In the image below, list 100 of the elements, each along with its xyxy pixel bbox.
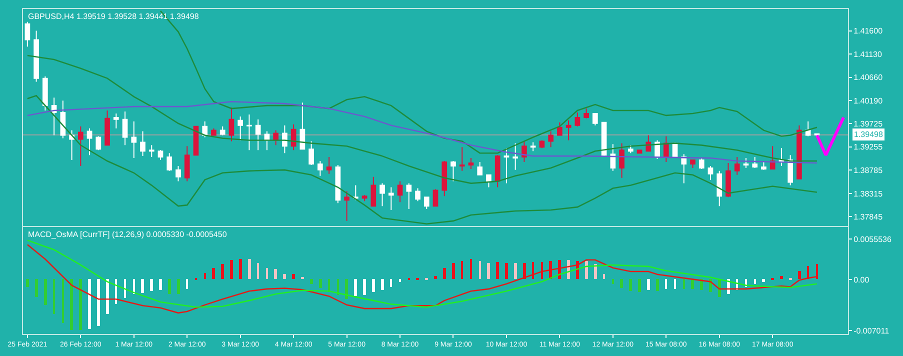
candlestick: [211, 128, 216, 136]
bar: [487, 263, 490, 280]
candlestick: [778, 148, 784, 166]
bar: [798, 271, 801, 280]
candlestick: [51, 97, 57, 136]
bar: [461, 261, 463, 280]
candlestick: [548, 130, 554, 148]
line-series: [26, 100, 818, 164]
bar: [656, 279, 659, 292]
bar: [381, 279, 384, 290]
candlestick: [450, 160, 456, 182]
bar: [186, 279, 188, 290]
bar: [274, 269, 277, 280]
bar: [665, 279, 667, 290]
candlestick: [726, 162, 731, 198]
y-tick-label: 0.00: [854, 275, 870, 284]
candlestick: [494, 154, 500, 188]
candlestick: [255, 118, 261, 151]
candlestick: [610, 144, 616, 172]
bar: [177, 279, 180, 294]
candlestick: [424, 196, 430, 210]
candlestick: [477, 162, 483, 176]
bar: [470, 259, 472, 280]
candlestick: [282, 124, 288, 154]
bar: [204, 273, 206, 280]
candlestick: [370, 176, 376, 207]
candlestick: [238, 116, 244, 141]
candlestick: [113, 112, 119, 129]
candlestick: [796, 124, 802, 180]
candlestick: [140, 130, 146, 157]
bar: [70, 279, 73, 330]
candlestick: [158, 150, 164, 161]
candlestick: [761, 162, 766, 170]
bar: [780, 276, 783, 280]
bar: [292, 274, 295, 280]
candlestick: [104, 110, 110, 146]
candlestick: [574, 112, 580, 127]
bar: [248, 259, 251, 280]
bar: [399, 279, 401, 282]
bar: [35, 279, 38, 298]
bar: [434, 276, 437, 280]
bar: [452, 263, 455, 280]
candlestick: [300, 102, 306, 150]
bar: [310, 279, 313, 284]
bar: [541, 262, 543, 280]
candlestick: [202, 120, 208, 138]
bar: [354, 279, 357, 296]
bar: [683, 279, 685, 290]
chart-title: MACD_OsMA [CurrTF] (12,26,9) 0.0005330 -0.0005450: [28, 230, 228, 239]
candlestick: [228, 107, 234, 142]
candlestick: [708, 165, 714, 180]
candlestick: [24, 21, 30, 48]
bar: [505, 263, 508, 280]
candlestick: [69, 130, 74, 161]
bar: [807, 266, 809, 280]
bar: [345, 279, 348, 300]
candlestick: [504, 148, 510, 184]
candlestick: [690, 160, 696, 168]
candlestick: [743, 158, 749, 168]
candlestick: [131, 120, 137, 159]
bar: [26, 279, 29, 288]
candlestick: [415, 188, 420, 202]
bar: [603, 274, 605, 280]
candlestick: [352, 184, 358, 201]
candlestick: [432, 188, 438, 207]
bar: [212, 268, 215, 280]
candlestick: [344, 190, 350, 222]
candlestick: [716, 170, 722, 207]
candlestick: [698, 158, 704, 170]
candlestick: [122, 111, 128, 146]
bar: [319, 279, 322, 288]
bar: [124, 279, 126, 298]
candlestick: [184, 146, 190, 182]
candlestick: [442, 160, 448, 197]
bar: [230, 260, 233, 280]
y-tick-label: -0.007011: [854, 326, 890, 336]
candlestick: [380, 182, 385, 207]
candlestick: [512, 142, 518, 170]
candlestick: [752, 156, 758, 168]
y-tick-label: 1.37845: [854, 212, 884, 222]
bar: [620, 279, 623, 288]
bar: [141, 279, 144, 294]
bar: [372, 279, 375, 292]
bar: [691, 279, 694, 290]
bar: [674, 279, 676, 290]
y-tick-label: 1.39255: [854, 142, 884, 152]
candlestick: [308, 140, 314, 166]
candlestick: [619, 142, 624, 178]
bar: [762, 279, 765, 282]
bar: [479, 261, 481, 280]
bar: [612, 279, 614, 284]
bar: [283, 274, 286, 280]
bar: [594, 264, 597, 280]
candlestick: [522, 140, 527, 162]
candlestick: [628, 144, 634, 154]
bar: [257, 263, 259, 280]
candlestick: [539, 140, 545, 149]
bar: [221, 264, 224, 280]
candlestick: [176, 165, 181, 182]
bar: [363, 279, 366, 296]
